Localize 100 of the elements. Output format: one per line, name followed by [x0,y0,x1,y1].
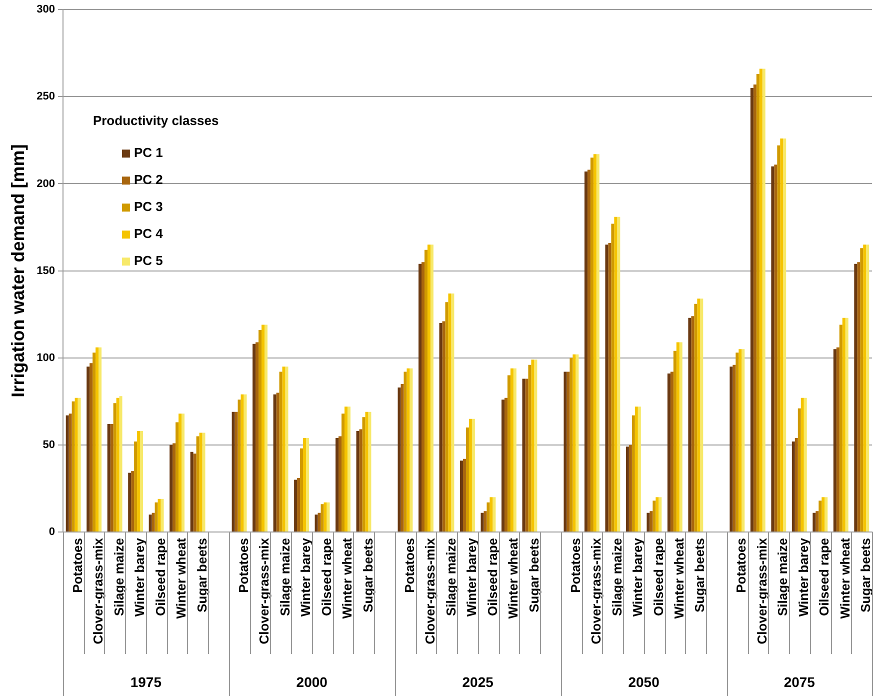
legend-label: PC 2 [134,172,163,188]
bar [356,431,360,532]
bar [513,368,516,532]
bar [507,375,510,532]
bar [792,441,795,532]
bar [320,504,324,532]
text: 2050 [628,674,660,690]
text: 2075 [784,674,816,690]
bar [502,400,504,532]
bar [587,170,590,532]
y-axis-title: Irrigation water demand [mm] [8,144,28,398]
bar [182,414,185,532]
x-tick-label: Oilseed rape [484,538,500,616]
legend-title: Productivity classes [92,113,219,128]
bar [148,514,152,532]
bar [193,454,196,532]
bar [570,358,573,532]
bar [812,512,816,532]
bar [774,164,778,532]
bar [614,216,618,532]
x-tick-label: Oilseed rape [816,538,832,616]
bar [445,302,448,532]
bar [365,412,368,532]
y-tick-label: 100 [36,352,55,364]
bar [314,514,318,532]
x-tick-label: Potatoes [734,538,749,593]
bar [172,443,176,532]
bar [158,498,161,532]
bar [484,511,487,532]
bar [486,502,490,532]
bar [460,460,463,532]
bar [190,452,194,532]
x-tick-label: Clover-grass-mix [588,537,604,644]
x-tick-label: Oilseed rape [318,538,334,616]
bar [794,438,798,532]
bar [822,497,825,532]
bar [107,424,110,532]
legend-label: PC 5 [134,253,163,268]
bar [113,403,116,532]
x-tick-label: Silage maize [111,538,126,616]
bar [742,349,745,532]
bar [110,424,114,532]
bar [326,502,330,532]
bar [422,262,424,532]
bar [282,366,286,532]
y-tick-label: 250 [36,90,55,103]
bar [96,347,99,532]
x-tick-label: Clover-grass-mix [90,537,106,644]
bar [279,372,282,532]
y-tick-label: 0 [48,526,55,538]
bar [736,352,739,532]
bar [646,512,650,532]
bar [430,244,434,532]
bar [658,497,662,532]
x-tick-label: Winter wheat [174,537,189,619]
bar [490,497,493,532]
x-tick-label: Sugar beets [858,538,874,612]
bar [626,446,629,532]
x-tick-label: Potatoes [70,538,85,593]
bar [116,398,120,532]
bar [74,398,78,532]
bar [700,298,704,532]
bar [816,511,819,532]
x-tick-label: Sugar beets [360,538,376,612]
bar [427,244,430,532]
bar [160,498,164,532]
bar [98,347,102,532]
bar [845,318,848,532]
bar [137,431,140,532]
bar [634,406,638,532]
bar [273,394,276,532]
x-tick-label: Winter barey [464,537,480,617]
legend-label: PC 3 [134,199,163,214]
bar [694,304,698,532]
bar [656,497,659,532]
bar [238,400,241,532]
bar [134,441,138,532]
bar [451,293,454,532]
bar [256,342,259,532]
bar [730,366,733,532]
x-tick-label: Winter wheat [506,537,521,619]
x-tick-label: Silage maize [443,538,458,616]
bar [154,502,158,532]
y-tick-label: 150 [36,264,55,277]
bar [738,349,742,532]
bar [798,408,801,532]
bar [404,372,407,532]
bar [462,458,466,532]
bar [140,431,144,532]
text: 1975 [130,674,162,690]
bar [72,401,75,532]
bar [196,436,200,532]
bar [92,352,96,532]
x-tick-label: Winter barey [630,537,646,617]
x-tick-label: Clover-grass-mix [422,537,438,644]
bar [590,158,594,532]
bar [264,324,268,532]
bar [90,363,93,532]
legend-label: PC 1 [134,145,163,160]
bar [276,392,280,532]
